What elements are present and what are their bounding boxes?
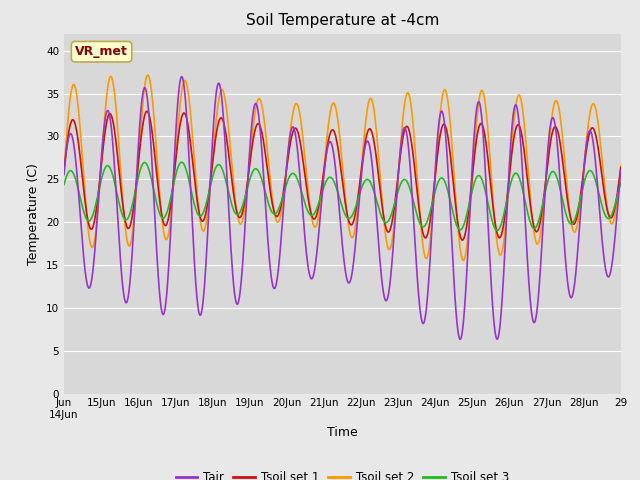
Legend: Tair, Tsoil set 1, Tsoil set 2, Tsoil set 3: Tair, Tsoil set 1, Tsoil set 2, Tsoil se…	[172, 466, 513, 480]
Y-axis label: Temperature (C): Temperature (C)	[28, 163, 40, 264]
Text: VR_met: VR_met	[75, 45, 128, 58]
Title: Soil Temperature at -4cm: Soil Temperature at -4cm	[246, 13, 439, 28]
X-axis label: Time: Time	[327, 426, 358, 439]
